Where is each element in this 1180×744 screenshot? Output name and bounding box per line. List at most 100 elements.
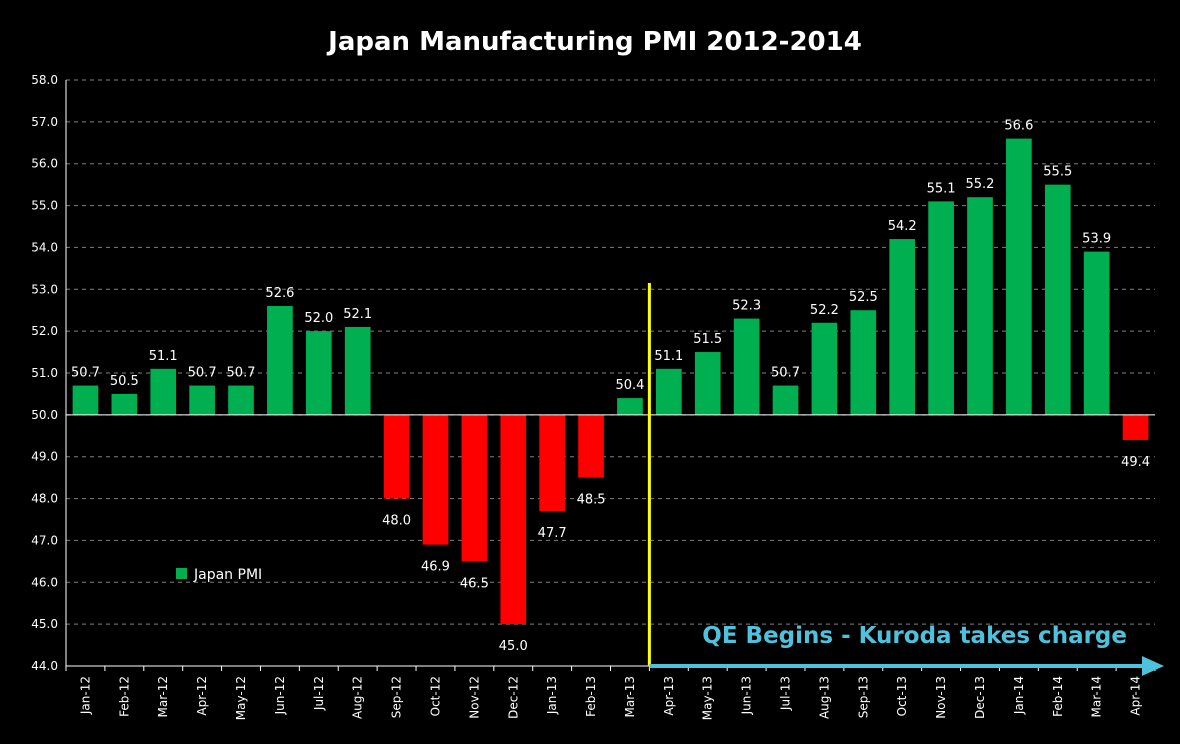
y-tick-label: 58.0 xyxy=(31,73,58,87)
x-tick-label: Jun-13 xyxy=(740,676,754,715)
bar-jun-13 xyxy=(733,318,760,415)
data-label: 46.9 xyxy=(421,560,450,575)
x-tick-label: Feb-13 xyxy=(584,676,598,717)
bar-jul-13 xyxy=(772,385,799,415)
x-tick-label: Apr-13 xyxy=(662,676,676,716)
data-label: 52.1 xyxy=(343,307,372,322)
y-tick-label: 48.0 xyxy=(31,492,58,506)
legend-label: Japan PMI xyxy=(193,567,262,583)
x-tick-label: Jul-12 xyxy=(312,676,326,711)
legend-swatch xyxy=(176,568,187,579)
data-label: 51.5 xyxy=(693,332,722,347)
bar-oct-13 xyxy=(889,239,916,415)
x-tick-label: May-13 xyxy=(701,676,715,720)
x-tick-label: Apr-12 xyxy=(195,676,209,716)
bar-feb-14 xyxy=(1044,184,1071,415)
y-tick-label: 44.0 xyxy=(31,659,58,673)
data-label: 53.9 xyxy=(1082,232,1111,247)
bar-nov-13 xyxy=(928,201,954,415)
y-tick-label: 53.0 xyxy=(31,282,58,296)
bar-nov-12 xyxy=(461,414,488,562)
bar-oct-12 xyxy=(422,414,449,545)
bar-feb-13 xyxy=(578,414,604,478)
bar-jan-14 xyxy=(1006,138,1032,415)
data-label: 52.0 xyxy=(304,311,333,326)
data-label: 50.7 xyxy=(771,366,800,381)
x-tick-label: Jan-12 xyxy=(78,676,92,715)
data-label: 50.7 xyxy=(188,366,217,381)
x-tick-labels: Jan-12 Feb-12 Mar-12 Apr-12 May-12 Jun-12 Jul-… xyxy=(78,676,1142,720)
bar-mar-12 xyxy=(150,368,177,415)
data-label: 55.1 xyxy=(927,181,956,196)
bar-may-12 xyxy=(228,385,254,415)
bar-sep-13 xyxy=(850,310,877,415)
data-label: 51.1 xyxy=(654,349,683,364)
data-label: 45.0 xyxy=(499,639,528,654)
bar-dec-13 xyxy=(967,197,993,415)
x-tick-label: Sep-13 xyxy=(856,676,870,718)
data-label: 55.2 xyxy=(966,177,995,192)
bar-aug-13 xyxy=(811,322,838,415)
data-label: 54.2 xyxy=(888,219,917,234)
bar-apr-13 xyxy=(656,368,682,415)
data-label: 50.7 xyxy=(227,366,256,381)
bar-mar-14 xyxy=(1083,251,1110,415)
bar-may-13 xyxy=(694,352,721,415)
bar-jan-13 xyxy=(539,414,565,512)
x-tick-label: Dec-12 xyxy=(506,676,520,719)
data-label: 52.3 xyxy=(732,299,761,314)
y-tick-label: 47.0 xyxy=(31,533,58,547)
bar-aug-12 xyxy=(344,326,371,415)
x-tick-label: Jan-14 xyxy=(1012,676,1026,715)
x-tick-label: Oct-13 xyxy=(895,676,909,716)
x-tick-label: Aug-13 xyxy=(817,676,831,719)
x-tick-label: Oct-12 xyxy=(428,676,442,716)
x-tick-label: Nov-13 xyxy=(934,676,948,719)
bars xyxy=(72,138,1149,625)
y-tick-label: 49.0 xyxy=(31,450,58,464)
bar-feb-12 xyxy=(111,393,138,415)
data-label: 48.5 xyxy=(577,493,606,508)
x-tick-label: Nov-12 xyxy=(467,676,481,719)
data-label: 52.6 xyxy=(265,286,294,301)
data-label: 46.5 xyxy=(460,576,489,591)
bar-jun-12 xyxy=(267,306,293,415)
bar-jan-12 xyxy=(72,385,99,415)
qe-arrow xyxy=(649,656,1164,676)
y-tick-label: 51.0 xyxy=(31,366,58,380)
x-tick-label: Feb-12 xyxy=(117,676,131,717)
x-tick-label: Sep-12 xyxy=(390,676,404,718)
x-tick-label: Jun-12 xyxy=(273,676,287,715)
qe-arrow-head xyxy=(1142,656,1164,676)
data-label: 50.7 xyxy=(71,366,100,381)
legend: Japan PMI xyxy=(176,567,262,583)
data-label: 55.5 xyxy=(1043,165,1072,180)
y-tick-label: 45.0 xyxy=(31,617,58,631)
data-label: 56.6 xyxy=(1004,119,1033,134)
data-label: 52.5 xyxy=(849,290,878,305)
chart-title: Japan Manufacturing PMI 2012-2014 xyxy=(326,27,862,57)
data-label: 48.0 xyxy=(382,514,411,529)
x-tick-label: Mar-13 xyxy=(623,676,637,717)
bar-apr-14 xyxy=(1122,414,1149,440)
y-tick-label: 50.0 xyxy=(31,408,58,422)
x-tick-label: Aug-12 xyxy=(351,676,365,719)
y-tick-label: 54.0 xyxy=(31,240,58,254)
x-tick-label: May-12 xyxy=(234,676,248,720)
x-tick-label: Mar-12 xyxy=(156,676,170,717)
bar-apr-12 xyxy=(189,385,215,415)
x-tick-label: Apr-14 xyxy=(1129,676,1143,716)
y-tick-label: 57.0 xyxy=(31,115,58,129)
y-tick-label: 55.0 xyxy=(31,199,58,213)
data-label: 52.2 xyxy=(810,303,839,318)
y-tick-label: 52.0 xyxy=(31,324,58,338)
bar-jul-12 xyxy=(305,331,332,415)
y-tick-label: 46.0 xyxy=(31,575,58,589)
data-label: 50.5 xyxy=(110,374,139,389)
x-tick-label: Mar-14 xyxy=(1090,676,1104,717)
data-label: 51.1 xyxy=(149,349,178,364)
qe-annotation: QE Begins - Kuroda takes charge xyxy=(702,623,1127,649)
bar-dec-12 xyxy=(500,414,527,625)
data-label: 47.7 xyxy=(538,526,567,541)
